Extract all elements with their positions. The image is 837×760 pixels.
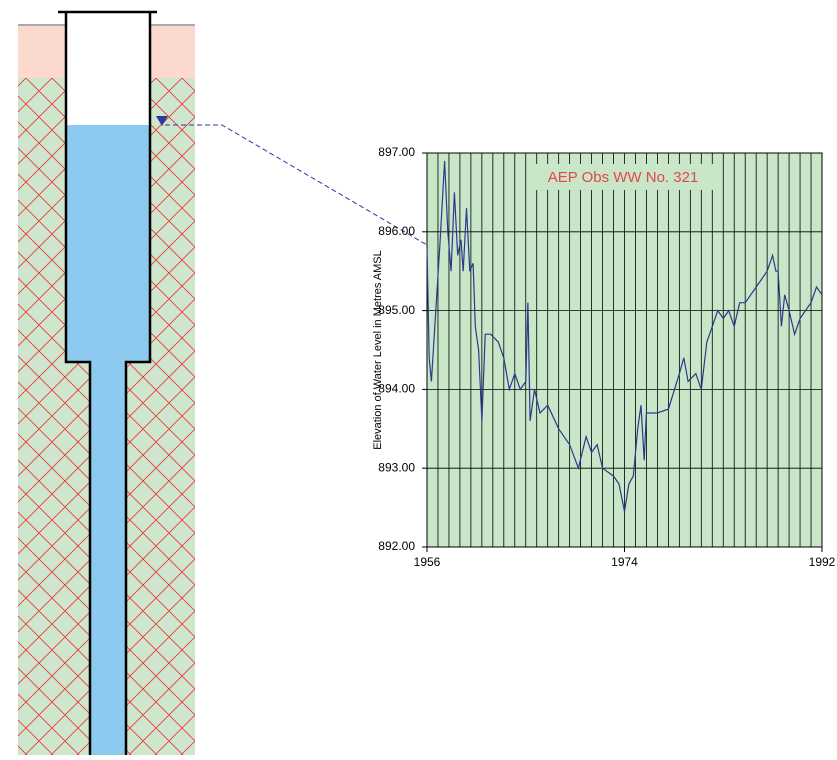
chart-title: AEP Obs WW No. 321 [548, 169, 699, 186]
x-tick-label: 1956 [414, 555, 441, 569]
plot-frame [426, 152, 823, 548]
y-tick-label: 897.00 [378, 145, 415, 159]
x-tick-label: 1974 [611, 555, 638, 569]
water [66, 125, 150, 362]
x-tick-label: 1992 [809, 555, 836, 569]
leader-line [165, 124, 428, 246]
title-box [528, 164, 718, 190]
y-axis-label: Elevation of Water Level in Metres AMSL [372, 250, 384, 450]
screen-water [90, 362, 126, 755]
y-tick-label: 894.00 [378, 382, 415, 396]
water-level-marker [156, 116, 168, 126]
casing [58, 10, 157, 755]
y-tick-label: 892.00 [378, 539, 415, 553]
y-tick-label: 893.00 [378, 460, 415, 474]
y-tick-label: 896.00 [378, 224, 415, 238]
y-tick-label: 895.00 [378, 303, 415, 317]
data-line [426, 160, 823, 512]
well-diagram [18, 10, 428, 755]
